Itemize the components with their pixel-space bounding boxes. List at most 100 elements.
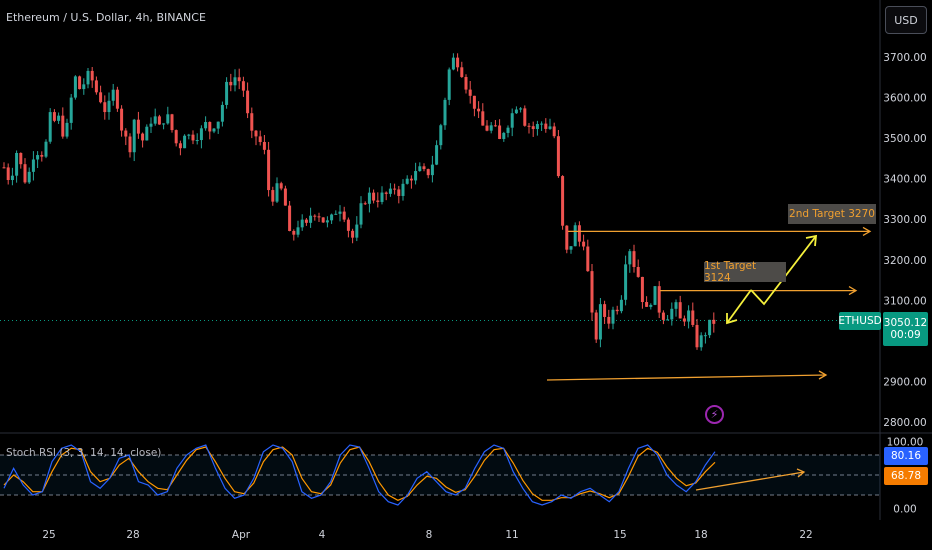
candle-body <box>321 217 325 223</box>
candle-body <box>271 190 275 202</box>
candle-body <box>267 149 271 191</box>
support-line-head <box>818 370 828 380</box>
candle-body <box>695 324 699 348</box>
candle-body <box>170 114 174 131</box>
candle-body <box>145 126 149 141</box>
candle-body <box>237 77 241 82</box>
candle-body <box>10 175 14 180</box>
candle-body <box>372 192 376 201</box>
currency-button[interactable]: USD <box>885 6 927 34</box>
candle-body <box>674 302 678 309</box>
candle-body <box>603 304 607 317</box>
candle-body <box>640 276 644 303</box>
candle-body <box>666 319 670 321</box>
time-axis-label: 8 <box>426 529 433 541</box>
stoch-trendline-head <box>796 468 806 478</box>
candle-body <box>523 108 527 126</box>
candle-body <box>598 304 602 340</box>
candle-body <box>6 167 10 180</box>
candle-body <box>199 128 203 141</box>
support-line <box>546 374 827 381</box>
price-axis-label: 3100.00 <box>883 295 926 307</box>
price-axis-label: 3500.00 <box>883 133 926 145</box>
candle-body <box>103 102 107 113</box>
stoch-axis-label: 0.00 <box>893 503 916 515</box>
candle-body <box>309 215 313 223</box>
k-value-tag: 80.16 <box>884 447 928 465</box>
candle-body <box>157 116 161 125</box>
candle-body <box>435 145 439 165</box>
time-axis-label: Apr <box>232 529 251 541</box>
projection-head <box>805 234 818 247</box>
candle-body <box>472 95 476 109</box>
price-axis-label: 3700.00 <box>883 52 926 64</box>
candle-body <box>489 125 493 131</box>
candle-body <box>262 141 266 150</box>
candle-body <box>2 167 6 169</box>
candle-body <box>397 189 401 196</box>
candle-body <box>19 152 23 165</box>
candle-body <box>258 136 262 142</box>
candle-body <box>582 241 586 247</box>
candle-body <box>36 155 40 160</box>
candle-body <box>577 225 581 242</box>
candle-body <box>573 225 577 247</box>
candle-body <box>498 125 502 139</box>
candle-body <box>191 134 195 141</box>
target2-label[interactable]: 2nd Target 3270 <box>788 204 876 224</box>
d-value-tag: 68.78 <box>884 467 928 485</box>
candle-body <box>502 132 506 139</box>
stoch-k-line <box>3 444 716 506</box>
candle-body <box>380 192 384 202</box>
candle-body <box>229 81 233 86</box>
candles <box>2 53 716 351</box>
target2-line-head <box>862 226 872 236</box>
candle-body <box>481 111 485 126</box>
candle-body <box>128 136 132 153</box>
candle-body <box>342 211 346 220</box>
candle-body <box>401 183 405 196</box>
candle-body <box>208 122 212 132</box>
candle-body <box>78 76 82 90</box>
candle-countdown: 00:09 <box>890 329 921 341</box>
candle-body <box>628 251 632 265</box>
candle-body <box>283 188 287 206</box>
candle-body <box>204 122 208 129</box>
candle-body <box>254 130 258 137</box>
candle-body <box>409 178 413 181</box>
candle-body <box>48 112 52 142</box>
candle-body <box>31 159 35 172</box>
candle-body <box>586 246 590 272</box>
target1-label[interactable]: 1st Target 3124 <box>704 260 786 284</box>
candle-body <box>376 200 380 202</box>
candle-body <box>233 77 237 86</box>
candle-body <box>464 76 468 90</box>
candle-body <box>279 183 283 189</box>
candle-body <box>561 176 565 226</box>
candle-body <box>670 308 674 320</box>
lightning-icon[interactable]: ⚡ <box>705 405 724 424</box>
candle-body <box>174 130 178 144</box>
candle-body <box>69 97 73 123</box>
candle-body <box>187 134 191 136</box>
price-axis-label: 3300.00 <box>883 214 926 226</box>
indicator-label[interactable]: Stoch RSI (3, 3, 14, 14, close) <box>6 447 162 459</box>
candle-body <box>141 133 145 141</box>
candle-body <box>220 104 224 122</box>
candle-body <box>649 304 653 307</box>
candle-body <box>468 89 472 96</box>
candle-body <box>325 220 329 223</box>
candle-body <box>712 319 716 324</box>
candle-body <box>246 90 250 114</box>
axes: 3700.00 3600.00 3500.00 3400.00 3300.00 3200.… <box>42 52 926 541</box>
candle-body <box>40 155 44 157</box>
candle-body <box>44 141 48 157</box>
grid <box>0 0 932 520</box>
time-axis-label: 4 <box>319 529 326 541</box>
candle-body <box>149 123 153 127</box>
candle-body <box>687 310 691 322</box>
candle-body <box>57 115 61 121</box>
candle-body <box>565 225 569 250</box>
candle-body <box>275 183 279 202</box>
